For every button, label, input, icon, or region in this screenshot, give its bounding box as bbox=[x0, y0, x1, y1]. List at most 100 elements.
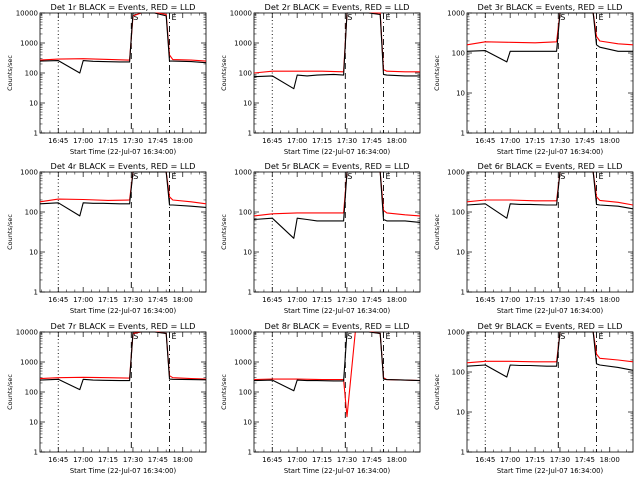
y-tick-label: 1000 bbox=[447, 169, 465, 177]
panel-det-5: Det 5r BLACK = Events, RED = LLD Counts/s… bbox=[220, 161, 421, 315]
series-line-events bbox=[253, 12, 420, 90]
series-line-events bbox=[253, 331, 421, 392]
y-tick-label: 1000 bbox=[20, 169, 38, 177]
x-tick-label: 17:30 bbox=[337, 456, 357, 464]
x-tick-label: 16:45 bbox=[262, 456, 282, 464]
y-axis-label: Counts/sec bbox=[220, 214, 228, 250]
x-tick-label: 18:00 bbox=[173, 456, 193, 464]
marker-label: S bbox=[560, 13, 565, 22]
plot-frame bbox=[466, 331, 634, 453]
x-tick-label: 17:15 bbox=[312, 137, 332, 145]
marker-label: E bbox=[385, 332, 390, 341]
y-tick-label: 10 bbox=[456, 249, 465, 257]
y-tick-label: 1 bbox=[461, 449, 465, 457]
y-tick-label: 100 bbox=[239, 70, 252, 78]
y-tick-label: 1 bbox=[248, 130, 252, 138]
marker-label: S bbox=[133, 172, 138, 181]
x-tick-label: 17:45 bbox=[575, 137, 595, 145]
series-line-events bbox=[253, 171, 421, 239]
series-line-events bbox=[39, 331, 207, 391]
y-tick-label: 10 bbox=[243, 249, 252, 257]
x-tick-label: 17:45 bbox=[362, 456, 382, 464]
panel-title: Det 8r BLACK = Events, RED = LLD bbox=[265, 321, 410, 331]
x-tick-label: 17:15 bbox=[525, 456, 545, 464]
panel-title: Det 3r BLACK = Events, RED = LLD bbox=[478, 2, 623, 12]
y-tick-label: 10000 bbox=[16, 329, 38, 337]
plot-frame bbox=[39, 12, 207, 134]
x-tick-label: 17:00 bbox=[73, 137, 93, 145]
x-tick-label: 17:30 bbox=[337, 296, 357, 304]
marker-label: S bbox=[347, 13, 352, 22]
series-line-lld bbox=[466, 12, 634, 46]
series-line-lld bbox=[466, 331, 634, 364]
x-axis-label: Start Time (22-Jul-07 16:34:00) bbox=[70, 148, 177, 156]
x-tick-label: 18:00 bbox=[173, 296, 193, 304]
x-tick-label: 17:15 bbox=[98, 456, 118, 464]
y-tick-label: 1000 bbox=[20, 40, 38, 48]
x-tick-label: 18:00 bbox=[387, 296, 407, 304]
marker-label: E bbox=[171, 332, 176, 341]
x-tick-label: 17:00 bbox=[287, 137, 307, 145]
panel-det-7: Det 7r BLACK = Events, RED = LLD Counts/s… bbox=[6, 321, 207, 475]
y-tick-label: 1 bbox=[461, 130, 465, 138]
x-axis-label: Start Time (22-Jul-07 16:34:00) bbox=[70, 307, 177, 315]
y-tick-label: 100 bbox=[25, 209, 38, 217]
panel-title: Det 7r BLACK = Events, RED = LLD bbox=[51, 321, 196, 331]
y-axis-label: Counts/sec bbox=[433, 55, 441, 91]
y-tick-label: 1000 bbox=[234, 359, 252, 367]
y-tick-label: 1 bbox=[461, 289, 465, 297]
x-tick-label: 17:30 bbox=[550, 456, 570, 464]
series-line-lld bbox=[253, 331, 421, 418]
marker-label: E bbox=[385, 13, 390, 22]
panel-title: Det 9r BLACK = Events, RED = LLD bbox=[478, 321, 623, 331]
panel-det-1: Det 1r BLACK = Events, RED = LLD Counts/s… bbox=[6, 2, 207, 156]
series-line-events bbox=[39, 12, 207, 74]
x-tick-label: 17:45 bbox=[148, 456, 168, 464]
y-tick-label: 1000 bbox=[234, 169, 252, 177]
y-tick-label: 10 bbox=[456, 90, 465, 98]
panel-det-2: Det 2r BLACK = Events, RED = LLD Counts/s… bbox=[220, 2, 421, 156]
plot-frame bbox=[466, 171, 634, 293]
x-tick-label: 16:45 bbox=[262, 137, 282, 145]
y-tick-label: 10 bbox=[456, 409, 465, 417]
x-tick-label: 17:30 bbox=[337, 137, 357, 145]
x-tick-label: 17:00 bbox=[500, 456, 520, 464]
panel-title: Det 4r BLACK = Events, RED = LLD bbox=[51, 161, 196, 171]
marker-label: S bbox=[133, 332, 138, 341]
x-tick-label: 17:15 bbox=[525, 296, 545, 304]
y-tick-label: 10000 bbox=[16, 10, 38, 18]
y-tick-label: 1000 bbox=[447, 10, 465, 18]
y-tick-label: 100 bbox=[452, 369, 465, 377]
x-tick-label: 17:30 bbox=[123, 456, 143, 464]
series-line-events bbox=[466, 171, 634, 219]
series-line-events bbox=[466, 331, 634, 378]
y-axis-label: Counts/sec bbox=[433, 374, 441, 410]
panel-title: Det 1r BLACK = Events, RED = LLD bbox=[51, 2, 196, 12]
plot-frame bbox=[466, 12, 634, 134]
x-axis-label: Start Time (22-Jul-07 16:34:00) bbox=[497, 148, 604, 156]
marker-label: S bbox=[560, 332, 565, 341]
plot-frame bbox=[253, 171, 421, 293]
x-axis-label: Start Time (22-Jul-07 16:34:00) bbox=[284, 307, 391, 315]
y-tick-label: 10 bbox=[29, 249, 38, 257]
x-axis-label: Start Time (22-Jul-07 16:34:00) bbox=[284, 148, 391, 156]
panel-title: Det 2r BLACK = Events, RED = LLD bbox=[265, 2, 410, 12]
y-axis-label: Counts/sec bbox=[220, 374, 228, 410]
panel-det-8: Det 8r BLACK = Events, RED = LLD Counts/s… bbox=[220, 321, 421, 475]
y-tick-label: 10 bbox=[243, 100, 252, 108]
y-tick-label: 100 bbox=[25, 389, 38, 397]
y-tick-label: 1 bbox=[34, 130, 38, 138]
x-tick-label: 17:30 bbox=[123, 296, 143, 304]
panel-det-4: Det 4r BLACK = Events, RED = LLD Counts/s… bbox=[6, 161, 207, 315]
x-tick-label: 17:00 bbox=[500, 296, 520, 304]
x-tick-label: 17:45 bbox=[148, 296, 168, 304]
plot-frame bbox=[39, 171, 207, 293]
y-tick-label: 100 bbox=[239, 209, 252, 217]
x-tick-label: 18:00 bbox=[173, 137, 193, 145]
y-tick-label: 10 bbox=[29, 419, 38, 427]
y-tick-label: 10000 bbox=[230, 10, 252, 18]
x-tick-label: 18:00 bbox=[387, 456, 407, 464]
x-tick-label: 16:45 bbox=[262, 296, 282, 304]
x-tick-label: 17:30 bbox=[550, 296, 570, 304]
x-tick-label: 18:00 bbox=[600, 137, 620, 145]
